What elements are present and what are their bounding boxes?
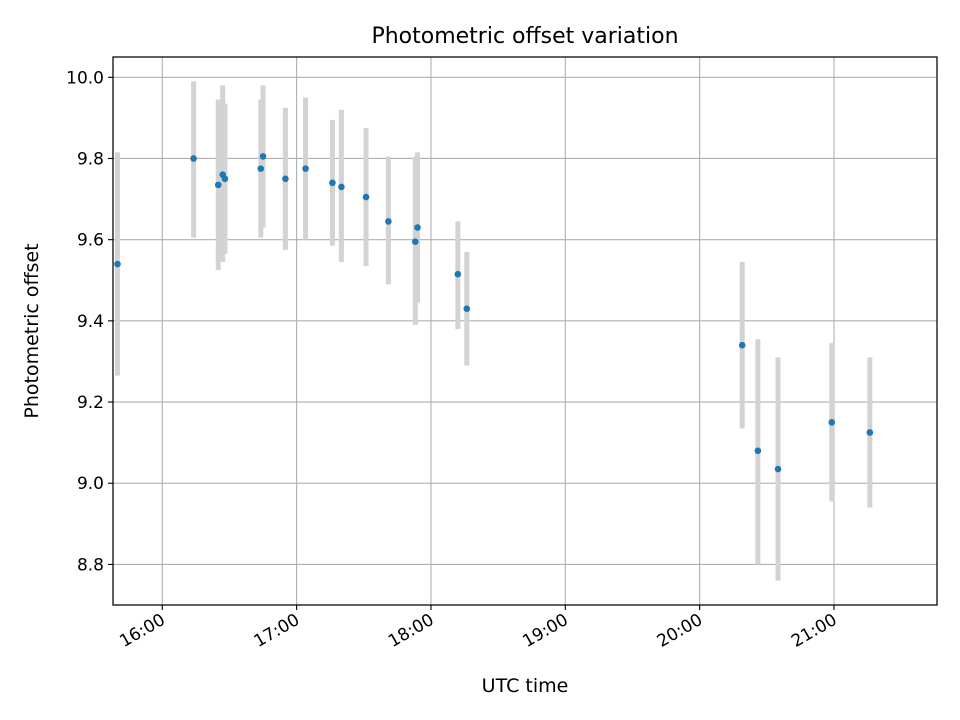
- x-tick-label: 21:00: [788, 610, 840, 652]
- data-point: [866, 429, 874, 436]
- data-point: [259, 153, 267, 160]
- y-tick-label: 10.0: [66, 68, 104, 88]
- data-point: [411, 238, 419, 245]
- data-point: [190, 155, 197, 162]
- data-point: [362, 193, 370, 201]
- y-tick-label: 9.8: [77, 149, 104, 169]
- data-point: [738, 341, 746, 349]
- grid-lines: [113, 57, 937, 605]
- y-tick-label: 9.2: [77, 393, 104, 413]
- x-tick-label: 17:00: [251, 610, 303, 652]
- chart-title: Photometric offset variation: [371, 24, 678, 49]
- data-point: [463, 305, 471, 312]
- data-point: [302, 165, 309, 172]
- x-tick-label: 19:00: [519, 610, 571, 652]
- data-point: [385, 218, 392, 225]
- x-tick-label: 16:00: [116, 610, 168, 652]
- data-point: [754, 447, 762, 455]
- y-axis-label: Photometric offset: [21, 243, 43, 418]
- data-point: [282, 175, 289, 183]
- data-point: [454, 270, 462, 278]
- x-tick-label: 20:00: [654, 610, 706, 652]
- error-bars: [114, 81, 873, 581]
- plot-frame: [112, 56, 938, 606]
- data-points: [114, 153, 874, 473]
- data-point: [114, 260, 121, 268]
- data-point: [257, 165, 265, 172]
- axis-ticks: [108, 76, 835, 610]
- data-point: [221, 175, 229, 183]
- y-tick-label: 9.6: [77, 231, 104, 251]
- x-tick-label: 18:00: [385, 610, 437, 652]
- data-point: [774, 465, 782, 473]
- y-tick-label: 9.0: [77, 474, 104, 494]
- data-point: [329, 179, 336, 187]
- y-tick-label: 9.4: [77, 312, 104, 332]
- data-point: [828, 419, 836, 426]
- data-point: [214, 181, 222, 189]
- data-point: [414, 224, 421, 231]
- data-point: [338, 183, 345, 191]
- y-tick-label: 8.8: [77, 555, 104, 575]
- x-axis-label: UTC time: [482, 675, 569, 697]
